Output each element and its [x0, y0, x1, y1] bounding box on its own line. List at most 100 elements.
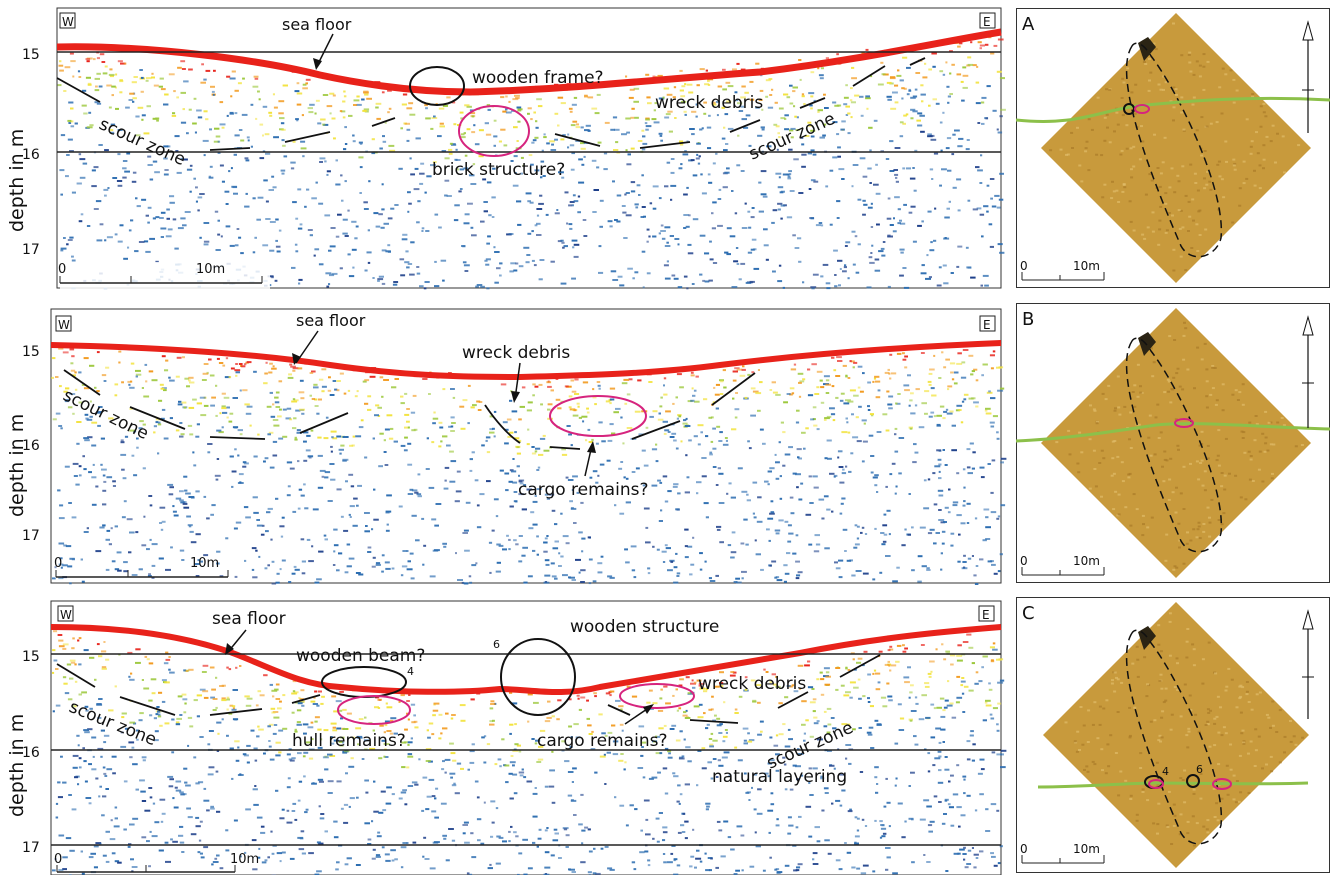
wreck-debris-label: wreck debris	[462, 343, 570, 363]
sea-floor-label: sea floor	[296, 311, 366, 330]
east-label: E	[982, 608, 990, 622]
marker-number-4: 4	[1162, 765, 1169, 778]
scale-bar: 0 10m	[54, 556, 229, 578]
scour-zone-lines	[63, 369, 756, 450]
sea-floor-reflector	[50, 340, 1002, 381]
natural-layering-label: natural layering	[712, 767, 847, 787]
mosaic-image	[1041, 13, 1311, 283]
scale-zero: 0	[54, 556, 62, 571]
profile-b-panel: depth in m 15 16 17 W E sea floor wreck …	[0, 295, 1010, 587]
cargo-remains-marker	[1174, 418, 1194, 428]
north-arrow	[1302, 609, 1314, 719]
scale-zero: 0	[58, 262, 66, 277]
hull-remains-ellipse	[337, 695, 411, 725]
wreck-outline	[1125, 337, 1223, 553]
scale-label: 10m	[1073, 554, 1100, 568]
map-b-svg: B 0 10m	[1016, 303, 1330, 583]
scale-label: 10m	[1073, 259, 1100, 273]
depth-tick-17: 17	[22, 840, 40, 856]
cargo-remains-arrowhead	[587, 441, 596, 453]
map-letter: A	[1022, 14, 1035, 35]
west-label: W	[60, 608, 72, 622]
scale-label: 10m	[1073, 842, 1100, 856]
west-box	[59, 12, 76, 29]
map-a-svg: A 0 10m	[1016, 8, 1330, 288]
north-arrow	[1302, 315, 1314, 428]
east-label: E	[983, 15, 991, 29]
sea-floor-arrowhead	[292, 353, 301, 365]
cargo-remains-label: cargo remains?	[518, 480, 648, 500]
map-letter: B	[1022, 309, 1034, 330]
mosaic-image	[1043, 602, 1309, 868]
profile-b-svg: 15 16 17 W E sea floor wreck debris carg…	[22, 308, 1007, 585]
depth-tick-15: 15	[22, 47, 40, 63]
west-label: W	[58, 318, 70, 332]
map-scale-bar: 0 10m	[1020, 259, 1105, 281]
sea-floor-label: sea floor	[212, 609, 286, 629]
west-box	[55, 315, 72, 332]
wooden-structure-number: 6	[493, 638, 500, 651]
depth-tick-16: 16	[22, 438, 40, 454]
east-box	[979, 315, 996, 332]
depth-tick-17: 17	[22, 242, 40, 258]
sea-floor-arrowhead	[225, 643, 234, 655]
wooden-structure-ellipse	[500, 638, 576, 716]
map-a-panel: A 0 10m	[1016, 8, 1330, 288]
sea-floor-label: sea floor	[282, 15, 352, 34]
west-label: W	[62, 15, 74, 29]
wooden-structure-label: wooden structure	[570, 617, 719, 637]
brick-structure-ellipse	[458, 105, 530, 157]
survey-track-line	[1037, 781, 1309, 789]
scale-zero: 0	[1020, 554, 1028, 568]
wooden-frame-ellipse	[409, 66, 465, 106]
north-arrow	[1302, 20, 1314, 133]
brick-structure-label: brick structure?	[432, 160, 565, 180]
sea-floor-reflector	[50, 624, 1002, 696]
map-letter: C	[1022, 603, 1035, 624]
scale-zero: 0	[54, 852, 62, 867]
scale-label: 10m	[196, 262, 225, 277]
depth-tick-16: 16	[22, 147, 40, 163]
scale-label: 10m	[190, 556, 219, 571]
wooden-beam-label: wooden beam?	[296, 646, 425, 666]
scale-bar: 0 10m	[58, 262, 270, 290]
wreck-debris-label: wreck debris	[655, 93, 763, 113]
hull-remains-label: hull remains?	[292, 731, 406, 751]
scour-zone-lines	[56, 654, 881, 724]
survey-track-line	[1016, 422, 1330, 443]
cargo-remains-marker	[1212, 778, 1232, 790]
profile-c-svg: 15 16 17 W E sea floor wooden beam? 4 hu…	[22, 600, 1007, 875]
wreck-outline	[1125, 42, 1223, 258]
marker-number-6: 6	[1196, 763, 1203, 776]
profile-a-reflections	[57, 36, 1006, 290]
profile-c-panel: depth in m 15 16 17 W E sea floor wooden…	[0, 597, 1010, 875]
y-axis-label: depth in m	[6, 713, 28, 817]
scour-zone-lines	[56, 57, 926, 151]
profile-a-svg: 15 16 17 W E sea floor wooden frame? wre…	[22, 7, 1006, 290]
profile-frame	[56, 7, 1002, 289]
scale-zero: 0	[1020, 259, 1028, 273]
wooden-beam-number: 4	[407, 665, 414, 678]
wreck-outline	[1125, 629, 1223, 845]
depth-tick-15: 15	[22, 649, 40, 665]
depth-tick-16: 16	[22, 745, 40, 761]
wreck-debris-label: wreck debris	[698, 674, 806, 694]
map-scale-bar: 0 10m	[1020, 554, 1105, 576]
y-axis-label: depth in m	[6, 413, 28, 517]
map-c-svg: 4 6 C 0 10m	[1016, 597, 1330, 873]
scale-zero: 0	[1020, 842, 1028, 856]
y-axis-label: depth in m	[6, 128, 28, 232]
cargo-remains-arrowhead	[643, 704, 654, 714]
profile-a-panel: depth in m 15 16 17 W E sea floor wooden…	[0, 0, 1010, 292]
map-scale-bar: 0 10m	[1020, 842, 1105, 864]
cargo-remains-ellipse	[619, 683, 695, 709]
profile-b-reflections	[51, 347, 1007, 585]
hull-remains-marker	[1148, 779, 1164, 789]
wreck-debris-arrowhead	[511, 391, 520, 403]
cargo-remains-ellipse	[549, 395, 647, 437]
scale-bar: 0 10m	[54, 852, 259, 873]
west-box	[57, 605, 74, 622]
east-box	[978, 605, 995, 622]
wooden-structure-marker	[1186, 774, 1200, 788]
sea-floor-reflector	[56, 28, 1002, 96]
